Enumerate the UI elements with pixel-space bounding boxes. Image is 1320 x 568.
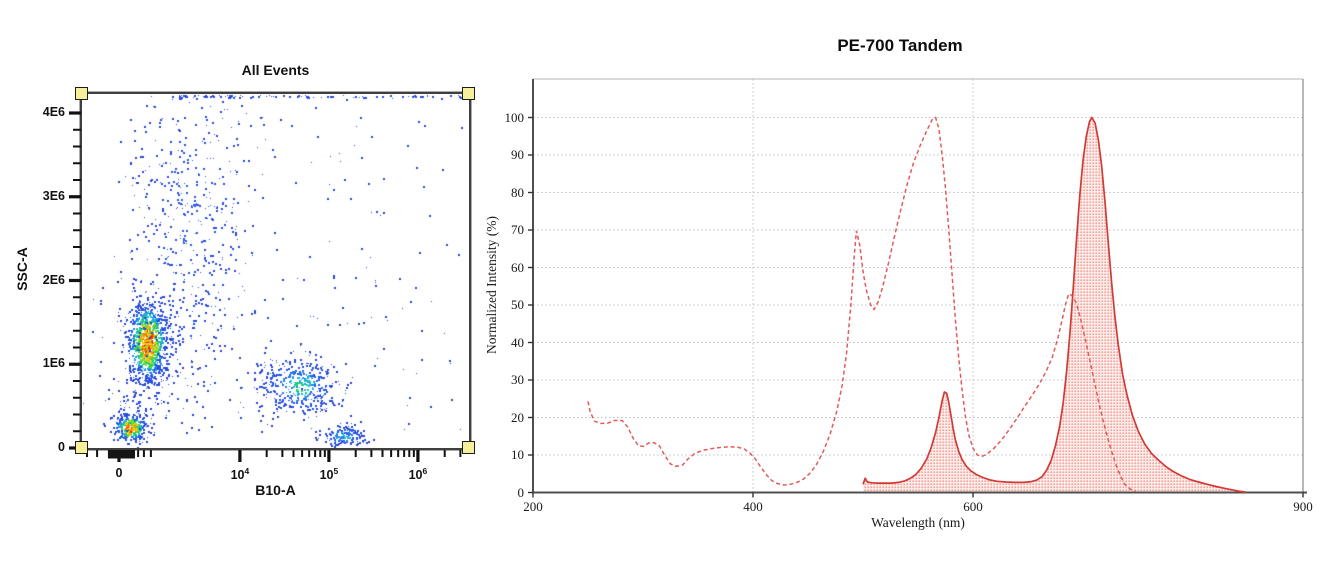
x-tick-label: 106 xyxy=(408,466,428,483)
y-tick-label: 0 xyxy=(58,440,65,454)
gate-handle-bottom-right[interactable] xyxy=(462,441,475,454)
x-tick-label: 900 xyxy=(1293,498,1313,514)
y-tick-label: 3E6 xyxy=(42,188,65,203)
y-tick-label: 1E6 xyxy=(42,356,65,371)
spectrum-y-axis-label: Normalized Intensity (%) xyxy=(484,216,499,354)
y-tick-label: 0 xyxy=(517,484,525,500)
y-tick-label: 90 xyxy=(511,147,524,162)
y-tick-label: 30 xyxy=(511,372,524,387)
gate-handle-bottom-left[interactable] xyxy=(75,441,88,454)
y-tick-label: 40 xyxy=(511,334,524,350)
x-tick-label: 600 xyxy=(963,498,983,514)
flow-plot-area xyxy=(79,91,472,451)
x-tick-label: 0 xyxy=(115,466,123,480)
x-tick-label: 104 xyxy=(230,466,250,483)
flow-x-axis-label: B10-A xyxy=(255,482,296,498)
y-tick-label: 70 xyxy=(511,222,524,237)
y-tick-label: 50 xyxy=(511,297,524,312)
y-tick-label: 60 xyxy=(511,259,524,275)
scatter-dots-canvas xyxy=(82,94,469,448)
spectrum-title: PE-700 Tandem xyxy=(837,36,963,55)
y-tick-label: 4E6 xyxy=(42,105,65,119)
y-tick-label: 100 xyxy=(504,109,525,125)
x-tick-label: 105 xyxy=(319,466,339,483)
x-tick-label: 200 xyxy=(523,498,543,514)
gate-handle-top-right[interactable] xyxy=(462,87,475,100)
spectrum-x-axis-label: Wavelength (nm) xyxy=(871,515,965,530)
x-tick-label: 400 xyxy=(743,498,763,514)
y-tick-label: 80 xyxy=(511,184,524,200)
spectrum-plot-area xyxy=(528,78,1307,498)
y-tick-label: 10 xyxy=(511,447,524,462)
y-tick-label: 2E6 xyxy=(42,272,65,287)
flow-plot-title: All Events xyxy=(241,62,310,78)
y-tick-label: 20 xyxy=(511,409,524,425)
gate-handle-top-left[interactable] xyxy=(75,87,88,100)
